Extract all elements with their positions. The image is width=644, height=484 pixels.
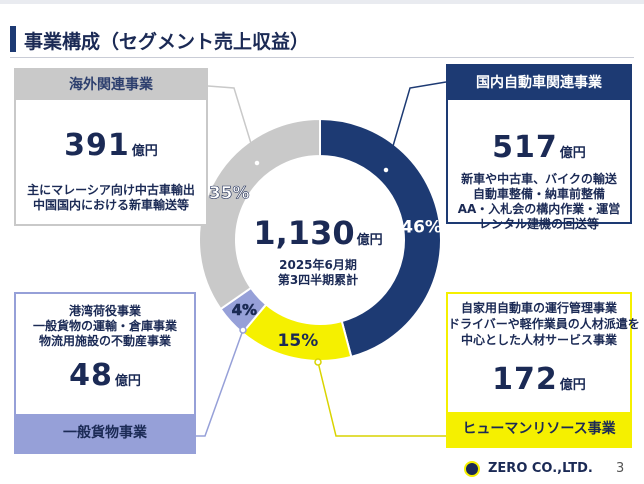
total-amount-value: 1,130 <box>253 214 355 252</box>
leader-dot <box>314 358 322 366</box>
domestic-auto-segment-box: 国内自動車関連事業 517 億円 新車や中古車、バイクの輸送 自動車整備・納車前整… <box>446 64 632 231</box>
title-divider <box>10 57 634 58</box>
page-title: 事業構成（セグメント売上収益） <box>24 31 310 53</box>
company-logo-icon <box>464 461 480 477</box>
general-cargo-segment-amount: 48 億円 <box>16 358 194 393</box>
human-resource-segment-description: 自家用自動車の運行管理事業 ドライバーや軽作業員の人材派遣を 中心とした人材サー… <box>448 300 640 348</box>
hr-amount-value: 172 <box>492 362 558 397</box>
slice-percent-label: 35% <box>209 184 250 204</box>
general-cargo-segment-description: 港湾荷役事業 一般貨物の運輸・倉庫事業 物流用施設の不動産事業 <box>16 304 194 349</box>
leader-line-cargo <box>196 329 244 437</box>
description-line: 一般貨物の運輸・倉庫事業 <box>32 319 177 333</box>
general-cargo-segment-title: 一般貨物事業 <box>16 414 194 452</box>
human-resource-segment-amount: 172 億円 <box>448 362 630 397</box>
description-line: 港湾荷役事業 <box>68 304 141 318</box>
description-line: 自動車整備・納車前整備 <box>472 187 605 201</box>
overseas-segment-description: 主にマレーシア向け中古車輸出 中国国内における新車輸送等 <box>16 183 206 213</box>
company-name: ZERO CO.,LTD. <box>488 461 593 476</box>
description-line: 中心とした人材サービス事業 <box>460 333 617 347</box>
description-line: 新車や中古車、バイクの輸送 <box>461 172 617 186</box>
description-line: 物流用施設の不動産事業 <box>38 334 171 348</box>
leader-line-hr <box>317 361 446 437</box>
leader-line-domestic <box>385 81 447 171</box>
description-line: 主にマレーシア向け中古車輸出 <box>27 183 195 197</box>
domestic-auto-segment-title: 国内自動車関連事業 <box>448 66 630 100</box>
overseas-segment-title: 海外関連事業 <box>16 70 206 100</box>
total-amount: 1,130 億円 <box>238 214 398 252</box>
description-line: レンタル建機の回送等 <box>478 217 599 231</box>
leader-line-overseas <box>207 85 258 164</box>
leader-dot <box>382 166 390 174</box>
page-number: 3 <box>616 461 625 476</box>
domestic-amount-unit: 億円 <box>559 146 586 161</box>
cargo-amount-value: 48 <box>69 358 113 393</box>
slice-percent-label: 15% <box>278 331 319 351</box>
total-amount-unit: 億円 <box>356 233 383 248</box>
overseas-amount-value: 391 <box>64 128 130 163</box>
leader-dot <box>239 326 247 334</box>
human-resource-segment-box: 自家用自動車の運行管理事業 ドライバーや軽作業員の人材派遣を 中心とした人材サー… <box>446 292 640 448</box>
domestic-auto-segment-amount: 517 億円 <box>448 130 630 165</box>
domestic-auto-segment-description: 新車や中古車、バイクの輸送 自動車整備・納車前整備 AA・入札会の構内作業・運営… <box>448 172 630 232</box>
general-cargo-segment-box: 港湾荷役事業 一般貨物の運輸・倉庫事業 物流用施設の不動産事業 48 億円 一般貨… <box>14 292 196 454</box>
description-line: AA・入札会の構内作業・運営 <box>457 202 621 216</box>
cargo-amount-unit: 億円 <box>114 374 141 389</box>
slice-percent-label: 46% <box>401 218 442 238</box>
title-accent-bar <box>10 26 16 52</box>
description-line: 中国国内における新車輸送等 <box>32 198 189 212</box>
period-label: 2025年6月期 <box>279 258 357 272</box>
slice-percent-label: 4% <box>232 301 257 319</box>
overseas-amount-unit: 億円 <box>131 144 158 159</box>
overseas-segment-box: 海外関連事業 391 億円 主にマレーシア向け中古車輸出 中国国内における新車輸送… <box>14 68 208 226</box>
overseas-segment-amount: 391 億円 <box>16 128 206 163</box>
description-line: 自家用自動車の運行管理事業 <box>460 301 617 315</box>
donut-slice <box>198 117 321 311</box>
human-resource-segment-title: ヒューマンリソース事業 <box>448 412 630 446</box>
period-sub-label: 第3四半期累計 <box>277 273 359 287</box>
top-border <box>0 0 644 4</box>
hr-amount-unit: 億円 <box>559 378 586 393</box>
description-line: ドライバーや軽作業員の人材派遣を <box>448 317 640 331</box>
leader-dot <box>253 159 261 167</box>
donut-slice <box>319 117 442 359</box>
domestic-amount-value: 517 <box>492 130 558 165</box>
footer: ZERO CO.,LTD. 3 <box>460 460 640 480</box>
